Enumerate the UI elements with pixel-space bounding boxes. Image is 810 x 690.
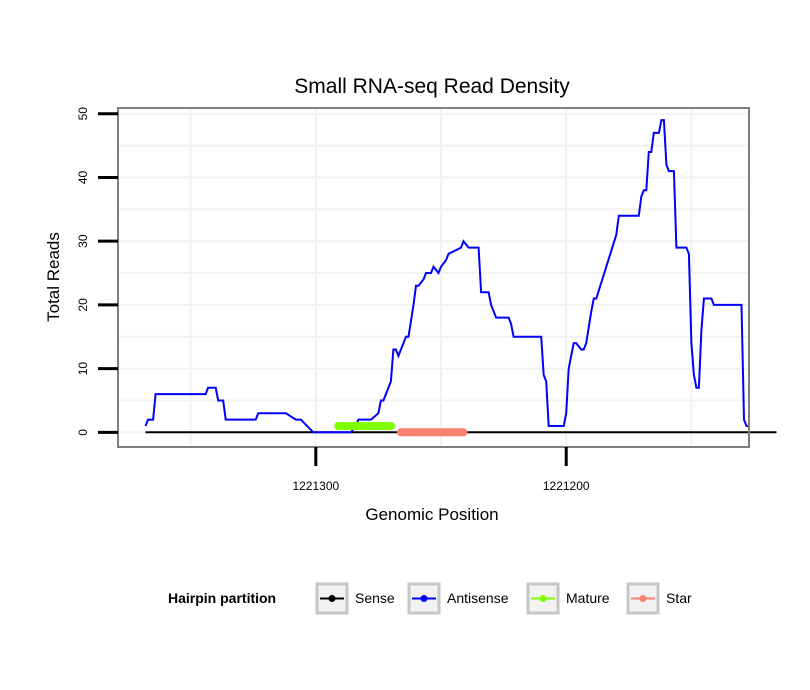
legend-label-sense: Sense (355, 590, 395, 606)
x-tick-label: 1221300 (292, 479, 339, 493)
legend-label-star: Star (666, 590, 692, 606)
legend-key-point-sense (328, 595, 336, 602)
chart-title: Small RNA-seq Read Density (294, 75, 570, 98)
y-tick-label: 20 (76, 298, 90, 312)
legend: Hairpin partition Sense Antisense Mature St… (168, 582, 692, 615)
legend-key-point-star (639, 595, 647, 602)
y-tick-label: 30 (76, 234, 90, 248)
y-tick-label: 0 (76, 429, 90, 436)
x-tick-label: 1221200 (543, 479, 590, 493)
y-tick-label: 10 (76, 362, 90, 376)
grid-lines (118, 108, 749, 447)
series-line-antisense (144, 119, 749, 434)
legend-label-mature: Mature (566, 590, 610, 606)
legend-key-point-antisense (420, 595, 428, 602)
legend-title: Hairpin partition (168, 590, 276, 606)
axes: 0 10 20 30 40 50 1221300 1221200 (76, 107, 590, 493)
y-tick-label: 50 (76, 107, 90, 121)
y-tick-label: 40 (76, 170, 90, 184)
y-axis-title: Total Reads (44, 232, 63, 322)
legend-label-antisense: Antisense (447, 590, 509, 606)
legend-key-point-mature (539, 595, 547, 602)
plot-series (144, 119, 777, 437)
x-axis-title: Genomic Position (365, 505, 498, 524)
plot-panel-border (117, 107, 750, 448)
